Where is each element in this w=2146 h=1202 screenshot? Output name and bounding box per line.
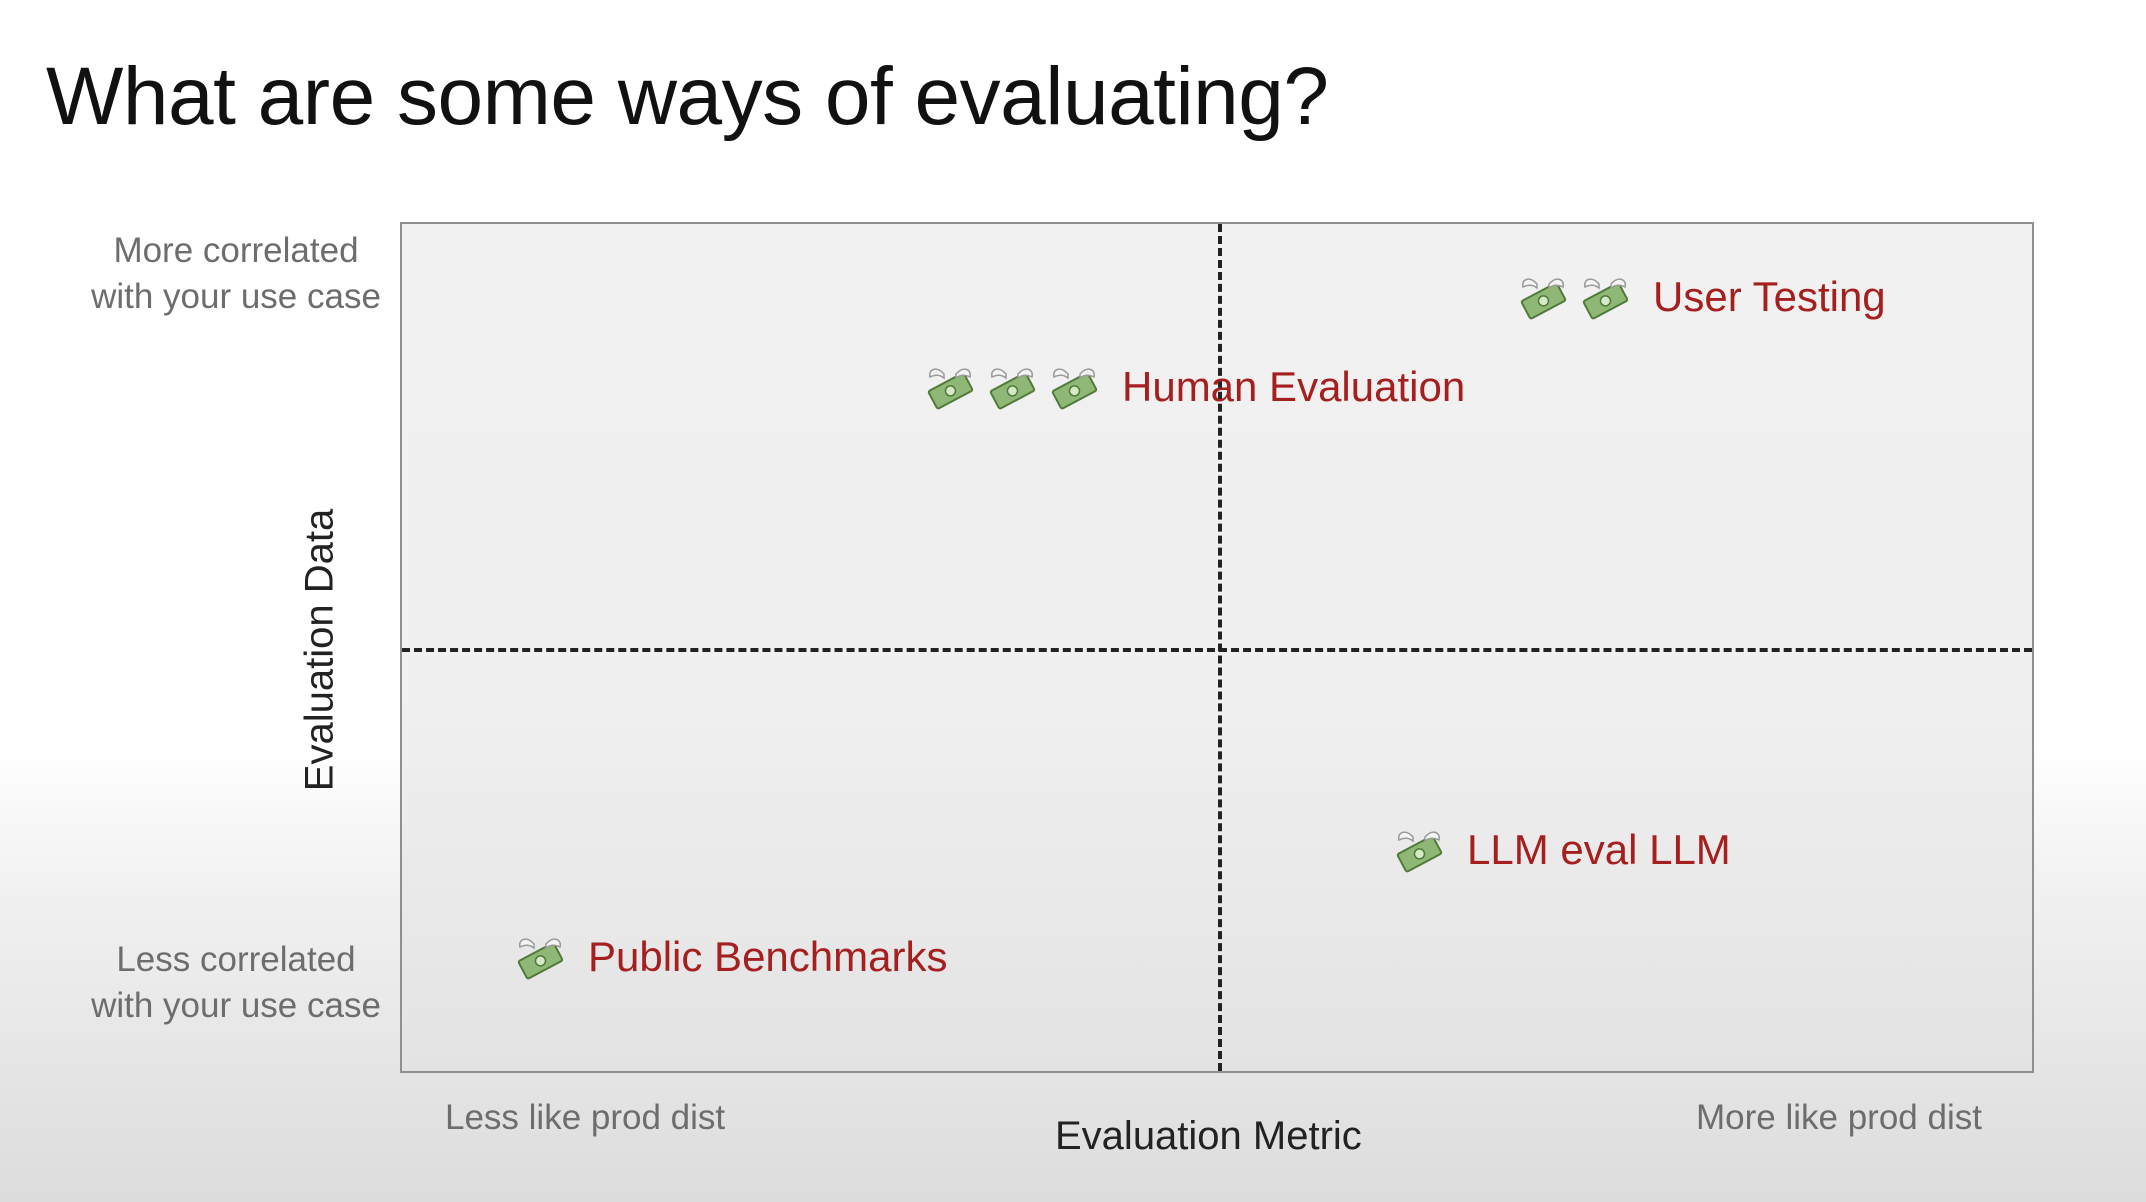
money-with-wings-icon xyxy=(1046,362,1102,412)
method-user-testing: User Testing xyxy=(1515,272,1886,322)
method-human-evaluation: Human Evaluation xyxy=(922,362,1465,412)
money-with-wings-icon xyxy=(1577,272,1633,322)
money-with-wings-icon xyxy=(984,362,1040,412)
y-axis-top-label: More correlated with your use case xyxy=(91,231,381,316)
money-with-wings-icon xyxy=(1391,825,1447,875)
slide-title: What are some ways of evaluating? xyxy=(46,51,1329,142)
x-axis-right-label: More like prod dist xyxy=(1696,1098,1982,1137)
method-label: Human Evaluation xyxy=(1122,363,1466,410)
money-with-wings-icon xyxy=(922,362,978,412)
y-axis-title: Evaluation Data xyxy=(297,508,342,792)
quadrant-chart xyxy=(400,222,2034,1073)
method-llm-eval-llm: LLM eval LLM xyxy=(1391,825,1731,875)
horizontal-divider xyxy=(402,648,2032,652)
x-axis-title: Evaluation Metric xyxy=(1055,1114,1362,1158)
money-with-wings-icon xyxy=(1515,272,1571,322)
money-with-wings-icon xyxy=(512,932,568,982)
y-axis-bottom-label: Less correlated with your use case xyxy=(91,940,381,1025)
method-label: Public Benchmarks xyxy=(588,933,948,980)
x-axis-left-label: Less like prod dist xyxy=(445,1098,726,1137)
method-label: User Testing xyxy=(1653,273,1886,320)
method-public-benchmarks: Public Benchmarks xyxy=(512,932,947,982)
vertical-divider xyxy=(1218,224,1222,1071)
method-label: LLM eval LLM xyxy=(1467,826,1731,873)
